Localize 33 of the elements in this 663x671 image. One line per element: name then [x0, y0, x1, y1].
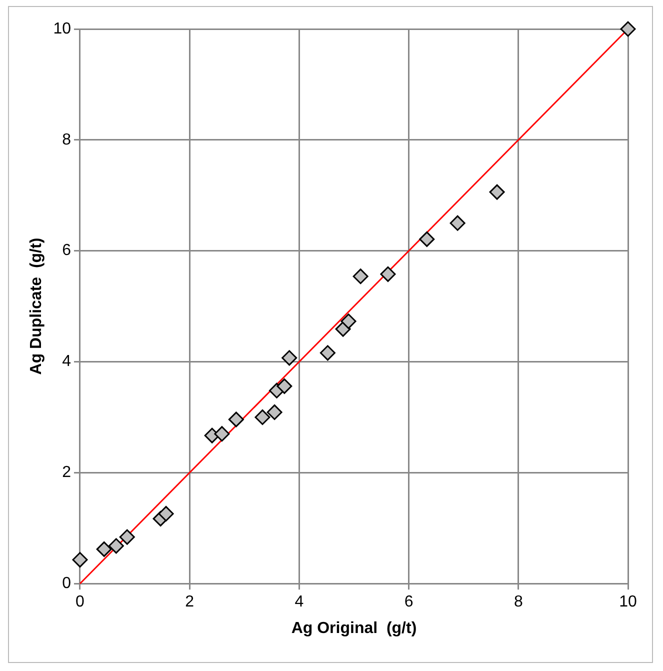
- x-axis-title: Ag Original (g/t): [291, 620, 417, 637]
- x-tick-label: 4: [294, 594, 304, 611]
- y-tick-label: 0: [62, 575, 72, 592]
- point: [276, 378, 292, 394]
- x-tick-label: 2: [185, 594, 194, 611]
- y-axis-title: Ag Duplicate (g/t): [28, 238, 46, 375]
- point: [352, 268, 368, 284]
- point: [158, 506, 174, 522]
- point: [320, 345, 336, 361]
- point: [450, 215, 466, 231]
- point: [620, 21, 636, 37]
- y-tick-label: 8: [62, 131, 72, 148]
- point: [228, 412, 244, 428]
- point: [419, 231, 435, 247]
- point: [119, 529, 135, 545]
- point: [214, 426, 230, 442]
- x-tick-label: 8: [514, 594, 523, 611]
- x-tick-label: 0: [76, 594, 85, 611]
- point: [282, 350, 298, 366]
- y-tick-label: 2: [62, 464, 72, 482]
- point: [489, 184, 505, 200]
- y-tick-label: 6: [62, 242, 72, 260]
- y-tick-label: 10: [53, 20, 72, 38]
- y-tick-label: 4: [62, 353, 72, 370]
- point: [340, 314, 356, 330]
- point: [266, 404, 282, 420]
- point: [72, 552, 88, 568]
- x-tick-label: 6: [404, 594, 414, 611]
- point: [96, 541, 112, 557]
- point: [380, 266, 396, 282]
- x-tick-label: 10: [619, 594, 637, 611]
- point: [254, 409, 270, 425]
- point: [108, 538, 124, 554]
